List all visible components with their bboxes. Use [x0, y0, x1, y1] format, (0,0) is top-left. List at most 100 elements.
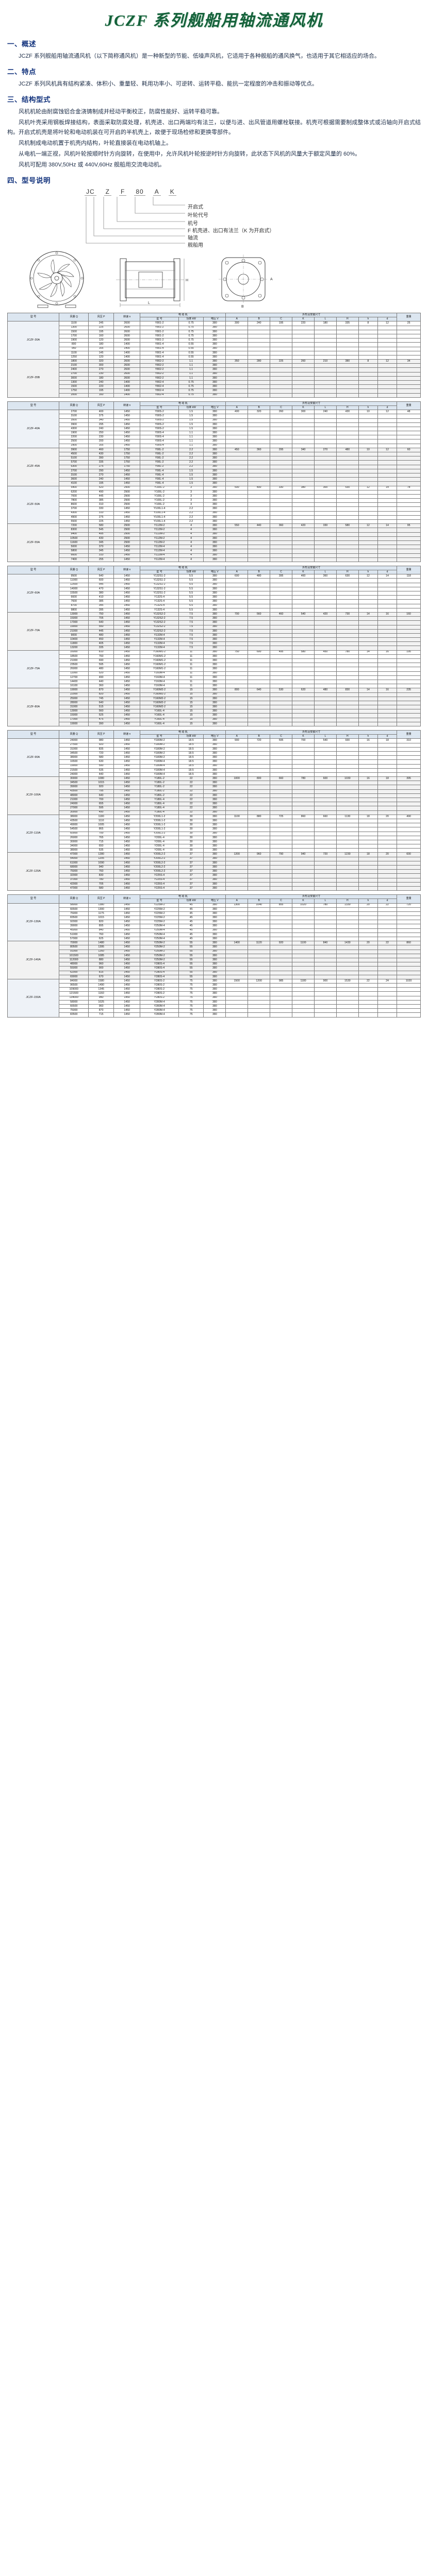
cell-电压v: 380: [203, 903, 226, 908]
cell-电压v: 380: [203, 860, 226, 866]
cell-b: 320: [248, 410, 271, 415]
cell-h: [336, 957, 359, 963]
cell-m³/h: 61000: [59, 860, 89, 866]
cell-功率kw: 1.1: [178, 359, 204, 364]
cell-k: [292, 506, 315, 512]
cell-电压v: 380: [203, 414, 226, 419]
cell-k: [292, 831, 315, 836]
cell-型号: Y90S-2: [140, 418, 179, 423]
cell-c: [270, 970, 293, 975]
th-weight: 重量: [397, 730, 421, 739]
cell-kg: [397, 713, 421, 718]
cell-b: [248, 633, 271, 638]
cell-d: [377, 468, 398, 473]
cell-r/min: 1450: [113, 738, 141, 743]
cell-电压v: 380: [203, 747, 226, 752]
cell-k: [292, 848, 315, 853]
th-weight: 重量: [397, 401, 421, 411]
cell-k: [292, 671, 315, 676]
cell-d: 20: [377, 814, 398, 819]
cell-l: 240: [314, 410, 337, 415]
cell-d: [377, 1008, 398, 1013]
cell-kg: [397, 882, 421, 887]
cell-m³/h: 30000: [59, 839, 89, 845]
cell-r/min: 1450: [113, 932, 141, 938]
cell-d: [377, 679, 398, 685]
cell-型号: Y160M2-2: [140, 700, 179, 706]
th-model: 型 号: [7, 894, 60, 904]
cell-d: [377, 886, 398, 891]
cell-a: 550: [225, 523, 249, 529]
cell-d: [377, 911, 398, 917]
cell-a: [225, 511, 249, 516]
cell-l: [314, 376, 337, 381]
cell-型号: Y801-2: [140, 333, 179, 339]
cell-c: [270, 797, 293, 803]
cell-h: [358, 633, 378, 638]
cell-a: [225, 528, 249, 533]
cell-d: [377, 460, 398, 465]
cell-功率kw: 7.5: [178, 646, 204, 651]
cell-k: [292, 789, 315, 794]
cell-kg: 95: [397, 523, 421, 529]
cell-m³/h: 34500: [59, 751, 89, 756]
cell-b: [248, 468, 271, 473]
cell-l: [314, 764, 337, 769]
cell-功率kw: 2.2: [178, 511, 204, 516]
cell-r/min: 1450: [113, 936, 141, 942]
cell-h: [336, 818, 359, 824]
cell-电压v: 380: [203, 506, 226, 512]
cell-r/min: 2900: [113, 494, 141, 499]
cell-h: [358, 865, 378, 870]
cell-h: [336, 932, 359, 938]
table-row: 57000 625 1450 Y250M-4 45 380: [8, 936, 421, 942]
cell-m³/h: 4900: [59, 515, 89, 520]
cell-型号: Y225M-2: [140, 916, 179, 921]
cell-a: 800: [225, 688, 249, 693]
technical-drawings: L H A B: [0, 248, 428, 309]
cell-a: [225, 414, 249, 419]
cell-h: [358, 376, 378, 381]
cell-kg: [397, 717, 421, 722]
cell-kg: 860: [397, 941, 421, 946]
cell-电压v: 380: [203, 869, 226, 874]
cell-c: [270, 607, 293, 613]
model-code-leader-lines: [86, 197, 185, 244]
cell-d: [377, 595, 398, 600]
cell-h: [358, 620, 378, 625]
cell-c: [270, 772, 293, 777]
cell-d: [377, 536, 398, 541]
fan-front-view: [29, 251, 84, 308]
cell-c: 295: [270, 447, 293, 453]
cell-电压v: 380: [203, 363, 226, 368]
cell-r/min: 1750: [113, 451, 141, 457]
cell-d: [377, 987, 398, 992]
cell-h: [358, 742, 378, 748]
cell-k: [292, 342, 315, 347]
cell-电压v: 380: [203, 498, 226, 503]
cell-电压v: 380: [203, 751, 226, 756]
cell-b: [248, 342, 271, 347]
table-row: 1750 195 1400 Y802-4 0.75 380: [8, 388, 421, 394]
cell-c: [270, 856, 293, 861]
cell-k: [292, 540, 315, 546]
cell-功率kw: 15: [178, 692, 204, 697]
cell-电压v: 380: [203, 768, 226, 773]
cell-d: [377, 646, 398, 651]
cell-c: [270, 481, 293, 486]
cell-h: [358, 970, 378, 975]
cell-型号: Y801-2: [140, 329, 179, 334]
table-row: 3600 240 1450 Y90L-4 1.5 380: [8, 477, 421, 482]
cell-d: [377, 684, 398, 689]
cell-a: [225, 818, 249, 824]
cell-b: [248, 713, 271, 718]
table-row: 6300 275 1750 Y90L-2 2.2 380: [8, 464, 421, 469]
cell-k: [292, 350, 315, 355]
cell-kg: [397, 671, 421, 676]
model-code-string: JC Z F 80 A K: [85, 188, 184, 196]
cell-kg: [397, 641, 421, 647]
table-row: 34000 650 1450 Y200L-4 30 380: [8, 844, 421, 849]
cell-kg: [397, 414, 421, 419]
cell-c: [270, 916, 293, 921]
cell-h: [336, 810, 359, 815]
